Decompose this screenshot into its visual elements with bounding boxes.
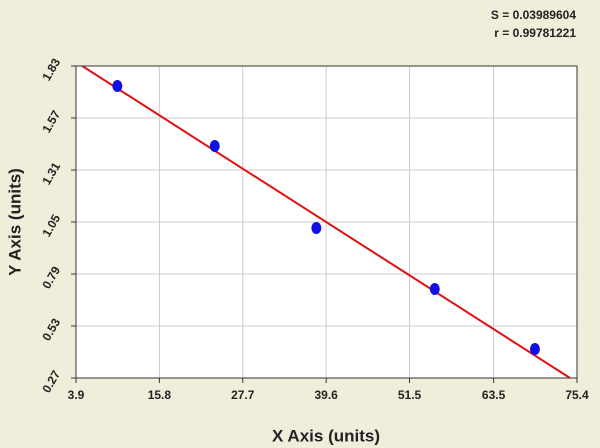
data-point xyxy=(112,80,123,92)
data-point xyxy=(429,283,440,295)
x-tick-label: 39.6 xyxy=(314,388,338,402)
x-tick-label: 63.5 xyxy=(482,388,506,402)
y-tick-label: 1.31 xyxy=(39,160,63,188)
y-tick-label: 0.79 xyxy=(39,264,63,292)
y-tick-label: 1.57 xyxy=(39,108,63,136)
y-tick-label: 1.83 xyxy=(39,56,63,84)
fit-line xyxy=(80,66,571,378)
plot-border xyxy=(75,65,578,379)
y-tick-label: 0.53 xyxy=(39,316,63,344)
x-tick-label: 3.9 xyxy=(68,388,85,402)
x-tick-label: 75.4 xyxy=(565,388,589,402)
data-point xyxy=(529,343,540,355)
annotation: S = 0.03989604 xyxy=(491,8,576,22)
x-axis-title: X Axis (units) xyxy=(272,426,380,445)
y-axis-title: Y Axis (units) xyxy=(5,168,24,276)
x-tick-label: 15.8 xyxy=(148,388,172,402)
data-point xyxy=(209,140,220,152)
annotation: r = 0.99781221 xyxy=(494,26,576,40)
x-tick-label: 27.7 xyxy=(231,388,255,402)
y-tick-label: 1.05 xyxy=(39,212,63,240)
x-tick-label: 51.5 xyxy=(398,388,422,402)
data-point xyxy=(311,222,322,234)
y-tick-label: 0.27 xyxy=(39,368,63,396)
